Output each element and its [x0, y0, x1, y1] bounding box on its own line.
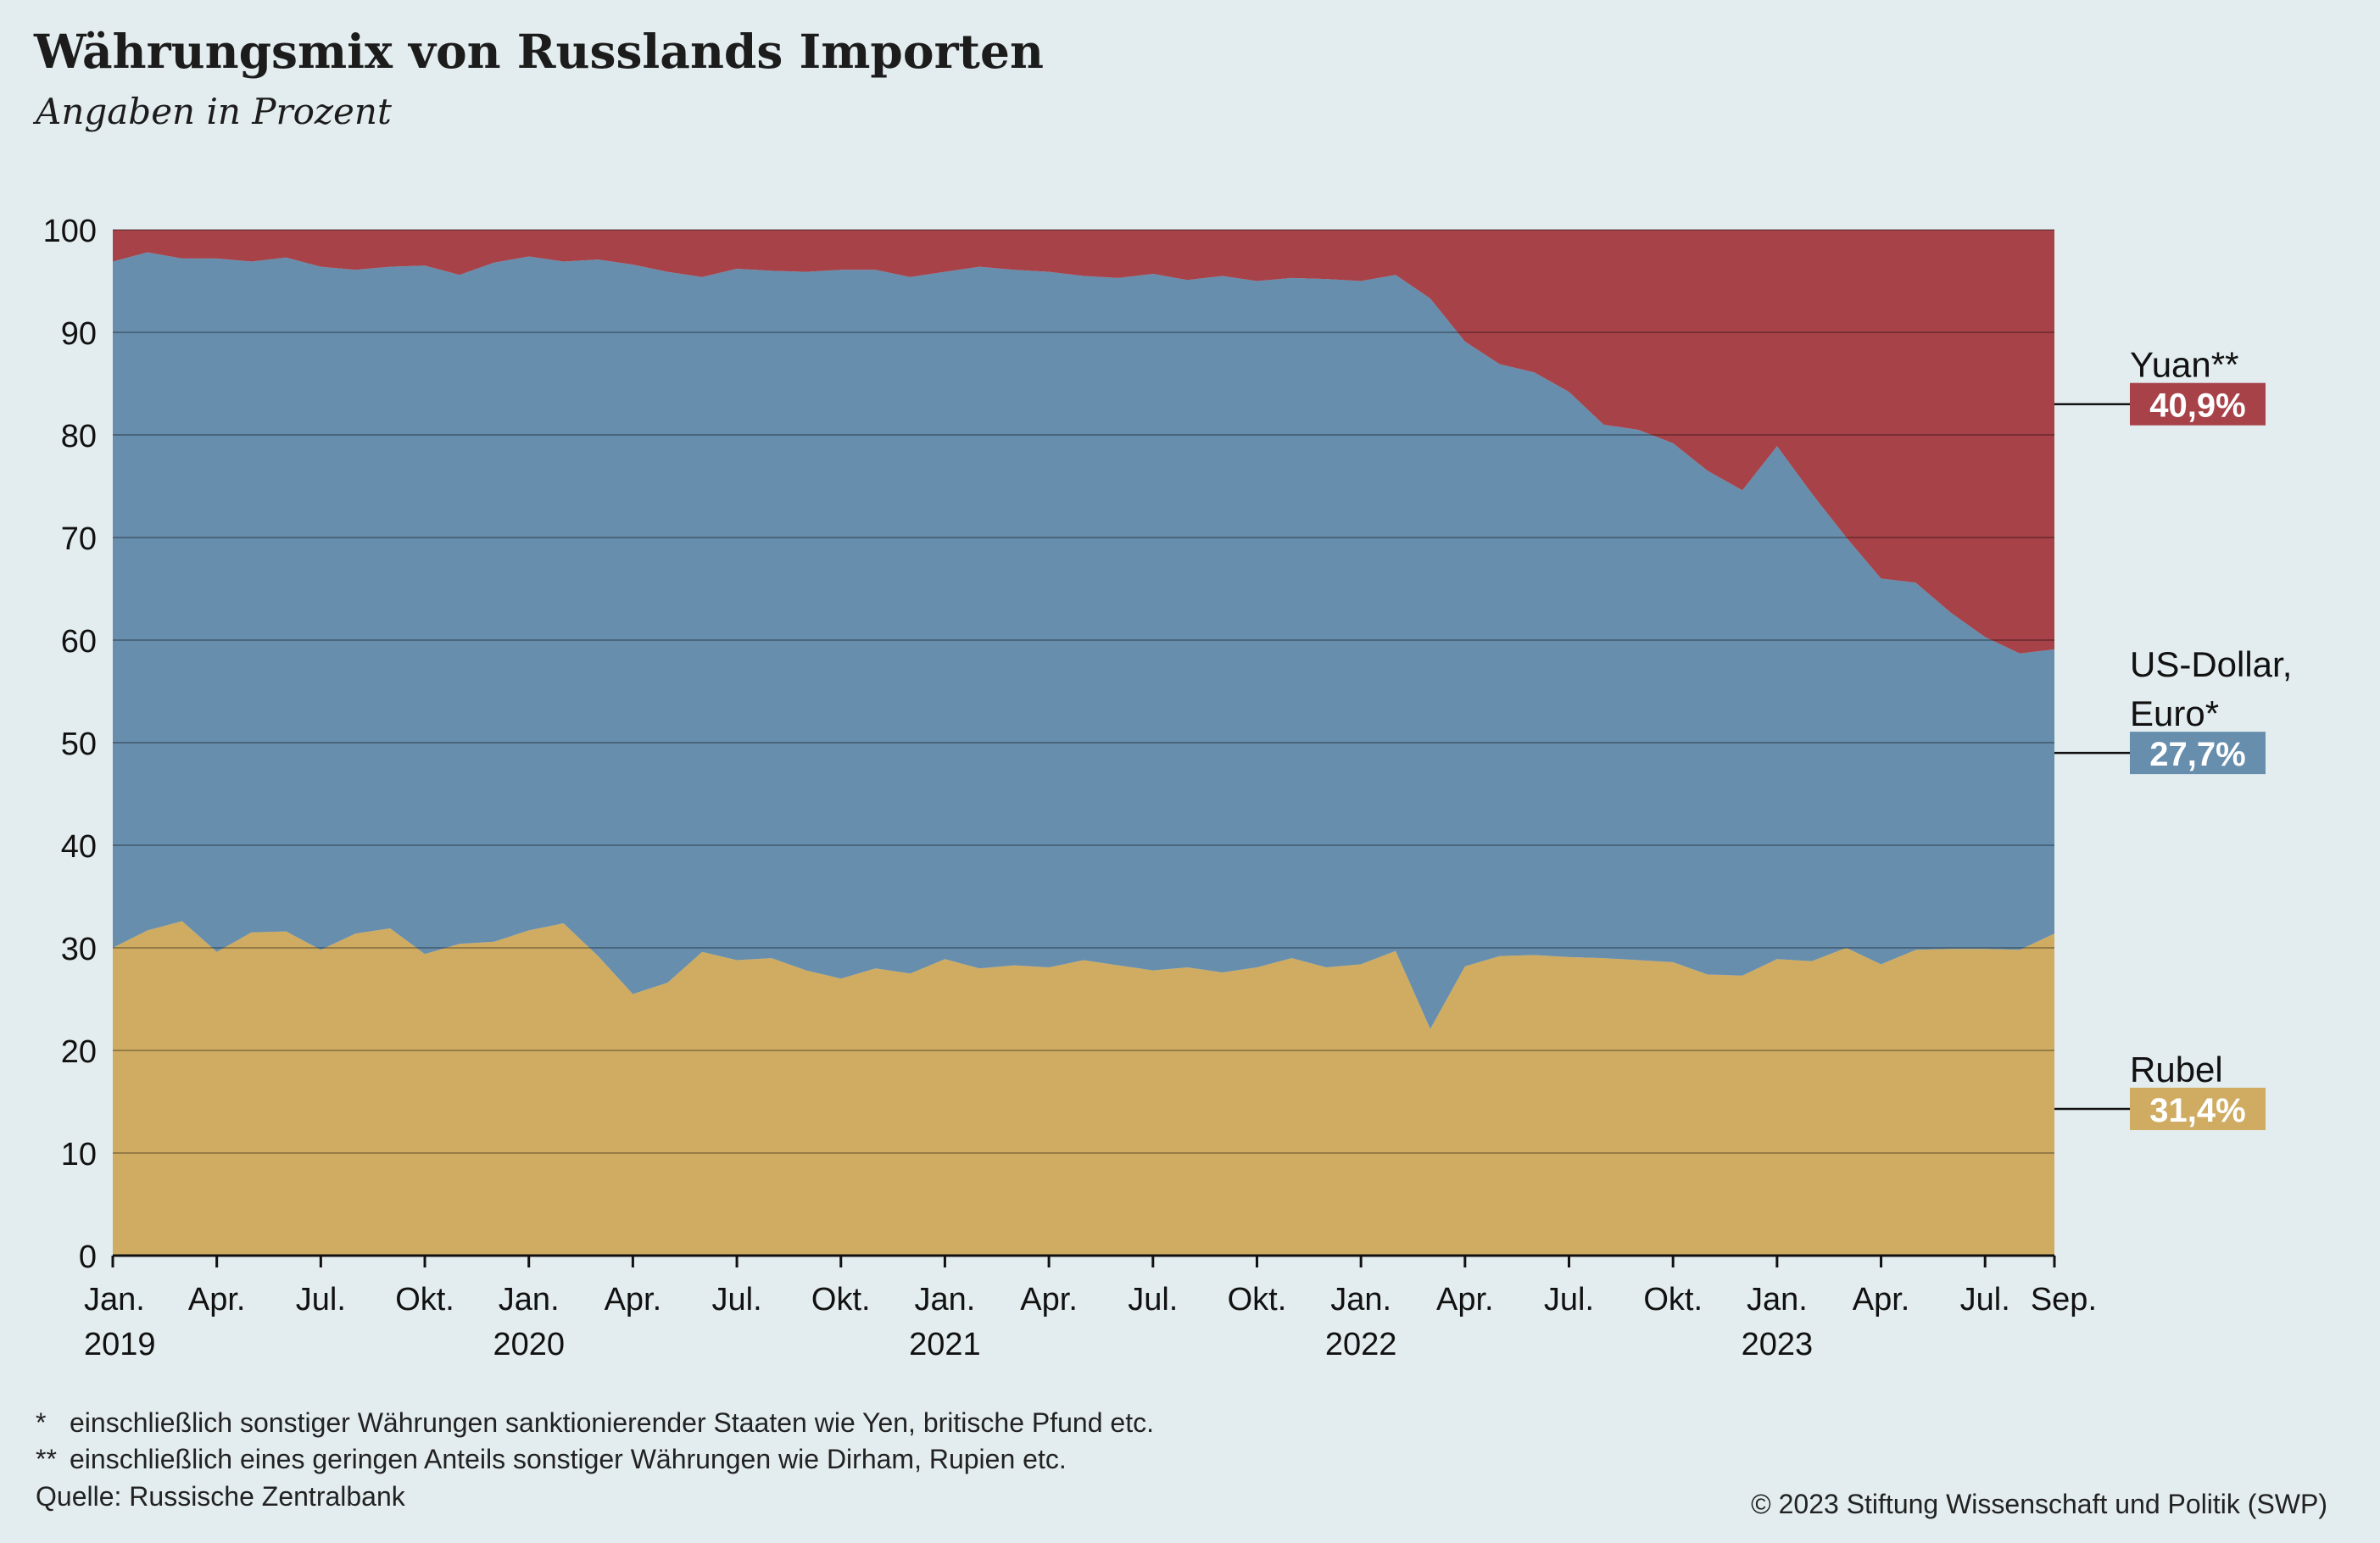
y-tick-label: 50 — [61, 727, 97, 762]
x-tick-year-label: 2022 — [1325, 1327, 1397, 1362]
chart-title: Währungsmix von Russlands Importen — [34, 24, 1044, 79]
x-tick-label: Apr. — [605, 1282, 662, 1317]
x-tick-label: Sep. — [2031, 1282, 2097, 1317]
y-tick-label: 10 — [61, 1137, 97, 1173]
x-tick-label: Okt. — [811, 1282, 871, 1317]
x-tick-label: Apr. — [1020, 1282, 1078, 1317]
x-tick-label: Jan. — [499, 1282, 560, 1317]
x-tick-year-label: 2023 — [1742, 1327, 1814, 1362]
source-note: Quelle: Russische Zentralbank — [36, 1481, 405, 1512]
area-series-1 — [113, 921, 2054, 1256]
end-label-name: Yuan** — [2130, 345, 2238, 385]
x-tick-label: Apr. — [1436, 1282, 1494, 1317]
end-label-badge-2 — [2130, 732, 2266, 775]
footnote-2-mark: ** — [36, 1444, 57, 1474]
y-tick-label: 40 — [61, 829, 97, 865]
area-series-2 — [113, 252, 2054, 1029]
x-tick-label: Okt. — [1643, 1282, 1703, 1317]
x-tick-label: Jan. — [1747, 1282, 1808, 1317]
y-tick-label: 70 — [61, 521, 97, 557]
x-tick-year-label: 2020 — [493, 1327, 565, 1362]
footnote-2-text: einschließlich eines geringen Anteils so… — [70, 1444, 1067, 1474]
x-tick-label: Apr. — [1853, 1282, 1910, 1317]
footnote-1-text: einschließlich sonstiger Währungen sankt… — [70, 1407, 1154, 1438]
y-tick-label: 30 — [61, 932, 97, 967]
y-tick-label: 90 — [61, 316, 97, 352]
y-tick-label: 80 — [61, 419, 97, 454]
x-tick-label: Okt. — [1228, 1282, 1287, 1317]
end-label-name: US-Dollar, — [2130, 644, 2292, 684]
x-tick-label: Apr. — [188, 1282, 246, 1317]
end-label-badge-3 — [2130, 1087, 2266, 1130]
x-tick-label: Jan. — [84, 1282, 145, 1317]
x-tick-label: Jul. — [1544, 1282, 1594, 1317]
x-tick-label: Jul. — [1128, 1282, 1178, 1317]
footnote-1: * einschließlich sonstiger Währungen sank… — [36, 1407, 1154, 1439]
end-label-name: Euro* — [2130, 694, 2219, 733]
end-label-value: 40,9% — [2149, 387, 2245, 425]
y-tick-label: 60 — [61, 624, 97, 660]
copyright-note: © 2023 Stiftung Wissenschaft und Politik… — [1751, 1489, 2327, 1519]
end-label-value: 31,4% — [2149, 1092, 2245, 1129]
x-tick-label: Jan. — [915, 1282, 976, 1317]
x-tick-label: Jan. — [1330, 1282, 1391, 1317]
y-tick-label: 100 — [43, 214, 97, 249]
x-tick-label: Jul. — [296, 1282, 346, 1317]
end-label-value: 27,7% — [2149, 736, 2245, 773]
x-tick-year-label: 2021 — [909, 1327, 981, 1362]
area-series-3 — [113, 230, 2054, 654]
chart-subtitle: Angaben in Prozent — [36, 91, 392, 132]
x-tick-year-label: 2019 — [84, 1327, 156, 1362]
end-label-badge-1 — [2130, 382, 2266, 426]
y-tick-label: 20 — [61, 1034, 97, 1070]
footnote-2: ** einschließlich eines geringen Anteils … — [36, 1444, 1067, 1475]
x-tick-label: Jul. — [712, 1282, 762, 1317]
x-tick-label: Okt. — [395, 1282, 454, 1317]
footnote-1-mark: * — [36, 1407, 47, 1438]
x-tick-label: Jul. — [1960, 1282, 2010, 1317]
y-tick-label: 0 — [79, 1239, 97, 1275]
end-label-name: Rubel — [2130, 1050, 2223, 1089]
